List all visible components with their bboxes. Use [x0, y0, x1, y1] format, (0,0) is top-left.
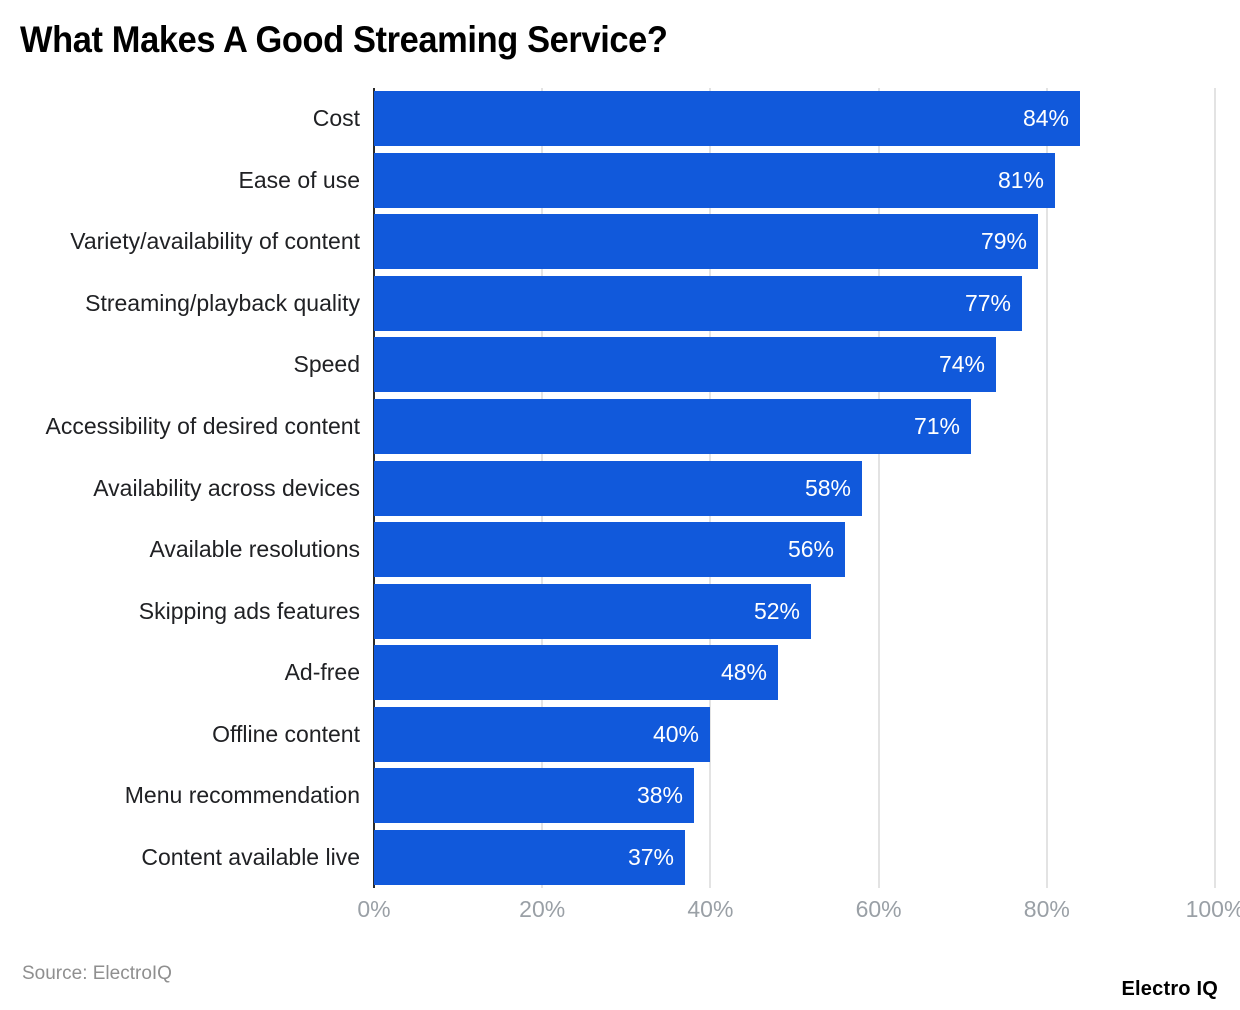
bar-row[interactable]: 56% — [374, 522, 1215, 577]
bar-row[interactable]: 48% — [374, 645, 1215, 700]
bar-value-label: 48% — [720, 659, 767, 685]
category-label: Ad-free — [284, 659, 360, 685]
category-label: Speed — [293, 351, 360, 377]
category-label: Menu recommendation — [124, 782, 360, 808]
bar[interactable] — [374, 91, 1080, 146]
plot-area: 84% 81% 79% 77% 74% 71% 58% 56% 52% 48% 40% 38% 37% — [374, 88, 1216, 888]
value-axis-tick-labels: 0% 20% 40% 60% 80% 100% — [0, 896, 1240, 932]
bar-value-label: 84% — [1022, 105, 1069, 131]
bar[interactable] — [374, 337, 996, 392]
category-label: Cost — [312, 105, 360, 131]
bar-value-label: 52% — [753, 598, 800, 624]
bar[interactable] — [374, 768, 694, 823]
bar-value-label: 79% — [980, 228, 1027, 254]
bar-value-label: 56% — [787, 536, 834, 562]
brand-logo: Electro IQ — [1121, 978, 1218, 1000]
bar[interactable] — [374, 276, 1022, 331]
gridline — [1045, 88, 1048, 888]
page-title: What Makes A Good Streaming Service? — [20, 19, 668, 60]
tick-label: 60% — [855, 896, 902, 922]
bar-row[interactable]: 38% — [374, 768, 1215, 823]
tick-label: 20% — [519, 896, 566, 922]
bar-row[interactable]: 81% — [374, 153, 1215, 208]
category-label: Accessibility of desired content — [45, 413, 361, 439]
bar[interactable] — [374, 214, 1038, 269]
bar-value-label: 58% — [804, 475, 851, 501]
bar-value-label: 38% — [636, 782, 683, 808]
bar-value-label: 81% — [997, 167, 1044, 193]
bar-value-label: 77% — [964, 290, 1011, 316]
tick-label: 100% — [1185, 896, 1240, 922]
category-axis: Cost Ease of use Variety/availability of c… — [0, 88, 374, 888]
category-label: Variety/availability of content — [70, 228, 360, 254]
category-label: Available resolutions — [149, 536, 360, 562]
bar-row[interactable]: 71% — [374, 399, 1215, 454]
bar[interactable] — [374, 153, 1055, 208]
bar-row[interactable]: 74% — [374, 337, 1215, 392]
category-label: Content available live — [141, 844, 360, 870]
tick-label: 80% — [1023, 896, 1070, 922]
bar[interactable] — [374, 584, 811, 639]
bar-row[interactable]: 79% — [374, 214, 1215, 269]
bar[interactable] — [374, 830, 685, 885]
bar-value-label: 40% — [652, 721, 699, 747]
bar-row[interactable]: 52% — [374, 584, 1215, 639]
gridline — [877, 88, 880, 888]
category-label: Offline content — [212, 721, 360, 747]
bar[interactable] — [374, 461, 862, 516]
category-label: Skipping ads features — [138, 598, 360, 624]
bar[interactable] — [374, 522, 845, 577]
category-label: Availability across devices — [93, 475, 360, 501]
bar-value-label: 71% — [913, 413, 960, 439]
tick-label: 0% — [357, 896, 391, 922]
bar-value-label: 37% — [627, 844, 674, 870]
bar-row[interactable]: 77% — [374, 276, 1215, 331]
category-label: Streaming/playback quality — [85, 290, 360, 316]
source-note: Source: ElectroIQ — [22, 963, 172, 984]
bar[interactable] — [374, 645, 778, 700]
bar-row[interactable]: 40% — [374, 707, 1215, 762]
bar-row[interactable]: 37% — [374, 830, 1215, 885]
category-label: Ease of use — [238, 167, 360, 193]
tick-label: 40% — [687, 896, 734, 922]
gridline — [1214, 88, 1216, 888]
bar-row[interactable]: 58% — [374, 461, 1215, 516]
bar[interactable] — [374, 707, 710, 762]
bar[interactable] — [374, 399, 971, 454]
bar-value-label: 74% — [938, 351, 985, 377]
bar-row[interactable]: 84% — [374, 91, 1215, 146]
